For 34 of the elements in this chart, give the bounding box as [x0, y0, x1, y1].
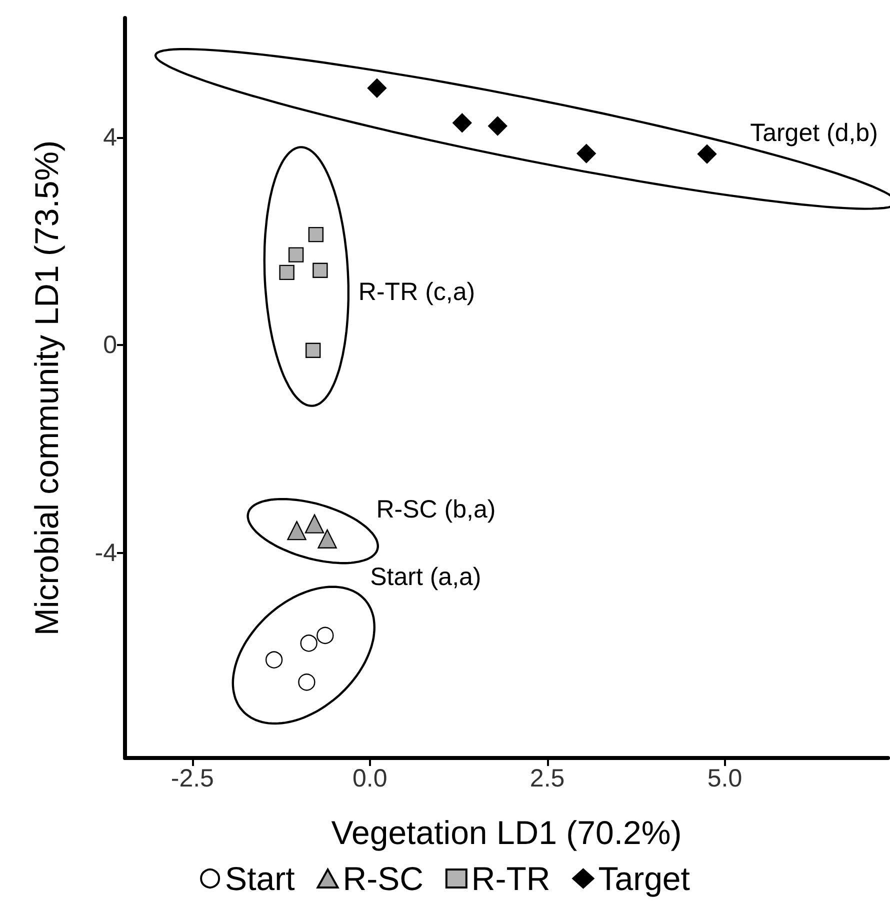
x-tick-label: 2.5	[530, 764, 565, 792]
y-tick-label: 0	[103, 331, 117, 360]
point	[304, 514, 324, 534]
point	[288, 247, 304, 262]
x-tick-label: -2.5	[170, 764, 214, 792]
point	[697, 144, 717, 164]
annotation: R-TR (c,a)	[358, 278, 476, 306]
legend-label: R-SC	[342, 860, 424, 897]
point	[367, 78, 387, 98]
point	[488, 116, 508, 136]
annotation: Start (a,a)	[370, 563, 482, 592]
y-tick-label: 4	[103, 123, 118, 152]
point	[308, 226, 324, 242]
y-tick-label: -4	[94, 538, 118, 567]
y-axis-title: Microbial community LD1 (73.5%)	[28, 140, 65, 636]
point	[287, 520, 306, 540]
annotation: Target (d,b)	[750, 118, 878, 147]
point	[576, 144, 596, 164]
point	[305, 342, 321, 358]
x-tick-label: 0.0	[352, 764, 388, 792]
point	[318, 529, 337, 548]
point	[452, 113, 472, 132]
point	[312, 262, 328, 278]
x-tick-label: 5.0	[707, 764, 742, 792]
point	[300, 634, 318, 652]
annotation: R-SC (b,a)	[376, 495, 496, 524]
legend-label: R-TR	[471, 860, 550, 897]
point	[316, 626, 334, 644]
point	[279, 264, 294, 280]
point	[298, 674, 316, 691]
x-axis-title: Vegetation LD1 (70.2%)	[331, 814, 682, 851]
legend-label: Start	[225, 860, 295, 897]
legend-label: Target	[598, 860, 690, 897]
point	[265, 651, 283, 668]
